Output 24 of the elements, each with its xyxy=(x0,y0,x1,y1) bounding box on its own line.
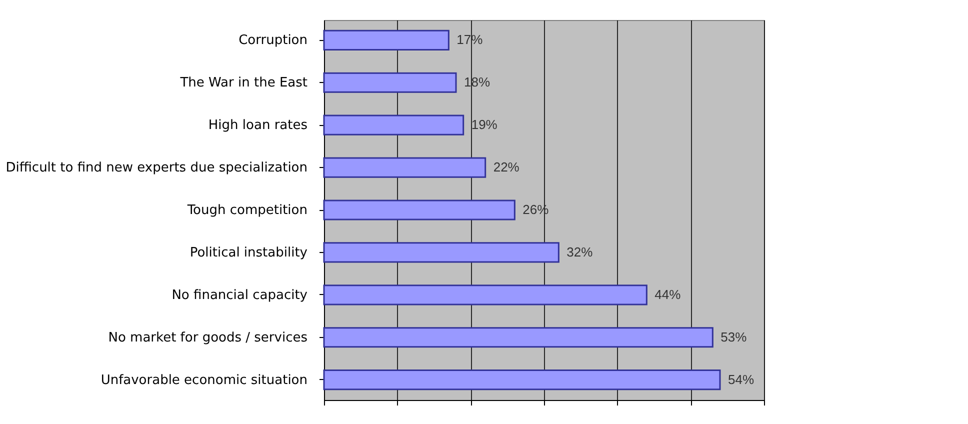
y-tick-label: No market for goods / services xyxy=(108,330,308,346)
bar xyxy=(323,114,464,136)
bar xyxy=(323,72,457,93)
bar xyxy=(323,157,486,178)
y-tick-label: Difficult to find new experts due specialization xyxy=(6,160,308,176)
bar xyxy=(323,242,560,263)
y-tick-label: Unfavorable economic situation xyxy=(100,372,308,388)
data-label: 19% xyxy=(471,117,498,132)
bar xyxy=(323,200,516,220)
data-label: 22% xyxy=(493,160,520,175)
data-label: 54% xyxy=(728,372,754,387)
y-tick-label: Tough competition xyxy=(186,203,308,218)
y-tick-label: No financial capacity xyxy=(172,288,308,303)
y-tick-label: The War in the East xyxy=(179,76,308,91)
data-label: 53% xyxy=(720,329,748,344)
y-tick-label: Corruption xyxy=(238,33,308,48)
bar xyxy=(323,370,721,390)
data-label: 44% xyxy=(654,286,682,302)
bar xyxy=(323,30,450,50)
bar xyxy=(323,327,714,348)
y-tick-label: Political instability xyxy=(190,245,308,260)
y-tick-label: High loan rates xyxy=(208,118,308,134)
data-label: 32% xyxy=(566,244,594,260)
bar xyxy=(323,284,648,306)
